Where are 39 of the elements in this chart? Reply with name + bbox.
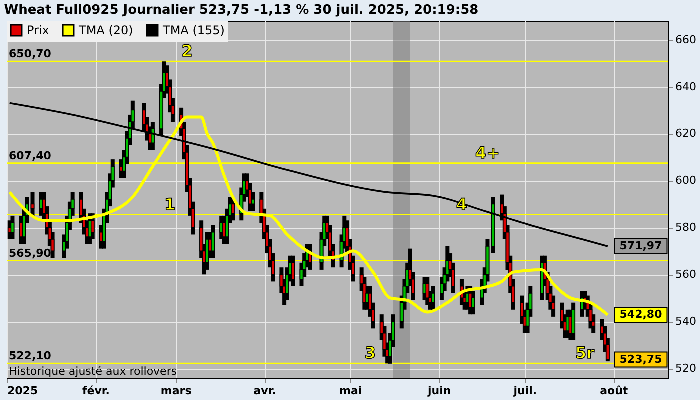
ref-line-label: 522,10 — [9, 350, 52, 363]
y-tick-label: 640 — [676, 80, 696, 94]
data-label: 571,97 — [620, 240, 662, 253]
y-tick-label: 560 — [676, 268, 696, 282]
x-tick-label: mai — [340, 384, 362, 398]
ref-line-label: 607,40 — [9, 149, 52, 162]
text: 523,75 — [620, 352, 662, 366]
x-tick-label: juin — [426, 384, 452, 398]
y-tick-label: 540 — [676, 315, 696, 328]
x-tick-label: 2025 — [8, 384, 38, 398]
ref-line-label: 650,70 — [9, 48, 52, 61]
x-tick-label: mars — [160, 384, 192, 398]
x-tick-label: juil. — [512, 384, 538, 398]
ref-line-label: 565,90 — [9, 246, 52, 260]
y-tick-label: 620 — [676, 127, 696, 140]
annotation: 3 — [364, 344, 376, 363]
candlestick — [10, 216, 15, 240]
annotation: 1 — [164, 194, 176, 214]
annotation: Historique ajusté aux rollovers — [9, 365, 178, 378]
y-tick-label: 580 — [676, 221, 696, 234]
annotation: 2 — [182, 42, 193, 61]
legend-label: TMA (20) — [78, 24, 134, 38]
annotation: 4+ — [475, 143, 500, 162]
candlestick — [150, 122, 155, 150]
annotation: 5r — [576, 344, 595, 363]
candlestick — [211, 225, 216, 258]
candlestick — [30, 192, 35, 216]
candlestick — [431, 286, 436, 310]
y-tick-label: 660 — [676, 33, 696, 46]
x-tick-label: avr. — [254, 384, 276, 398]
x-tick-label: août — [600, 384, 628, 398]
data-label: 542,80 — [620, 308, 663, 322]
x-tick-label: févr. — [82, 384, 110, 398]
legend-label: Prix — [27, 24, 50, 38]
candlestick — [572, 302, 576, 340]
y-tick-label: 600 — [676, 174, 696, 188]
y-tick-label: 520 — [676, 362, 696, 376]
legend-label: TMA (155) — [162, 24, 225, 38]
chart-title: Wheat Full0925 Journalier 523,75 -1,13 % 30 juil. 2025, 20:19:58 — [4, 3, 479, 18]
